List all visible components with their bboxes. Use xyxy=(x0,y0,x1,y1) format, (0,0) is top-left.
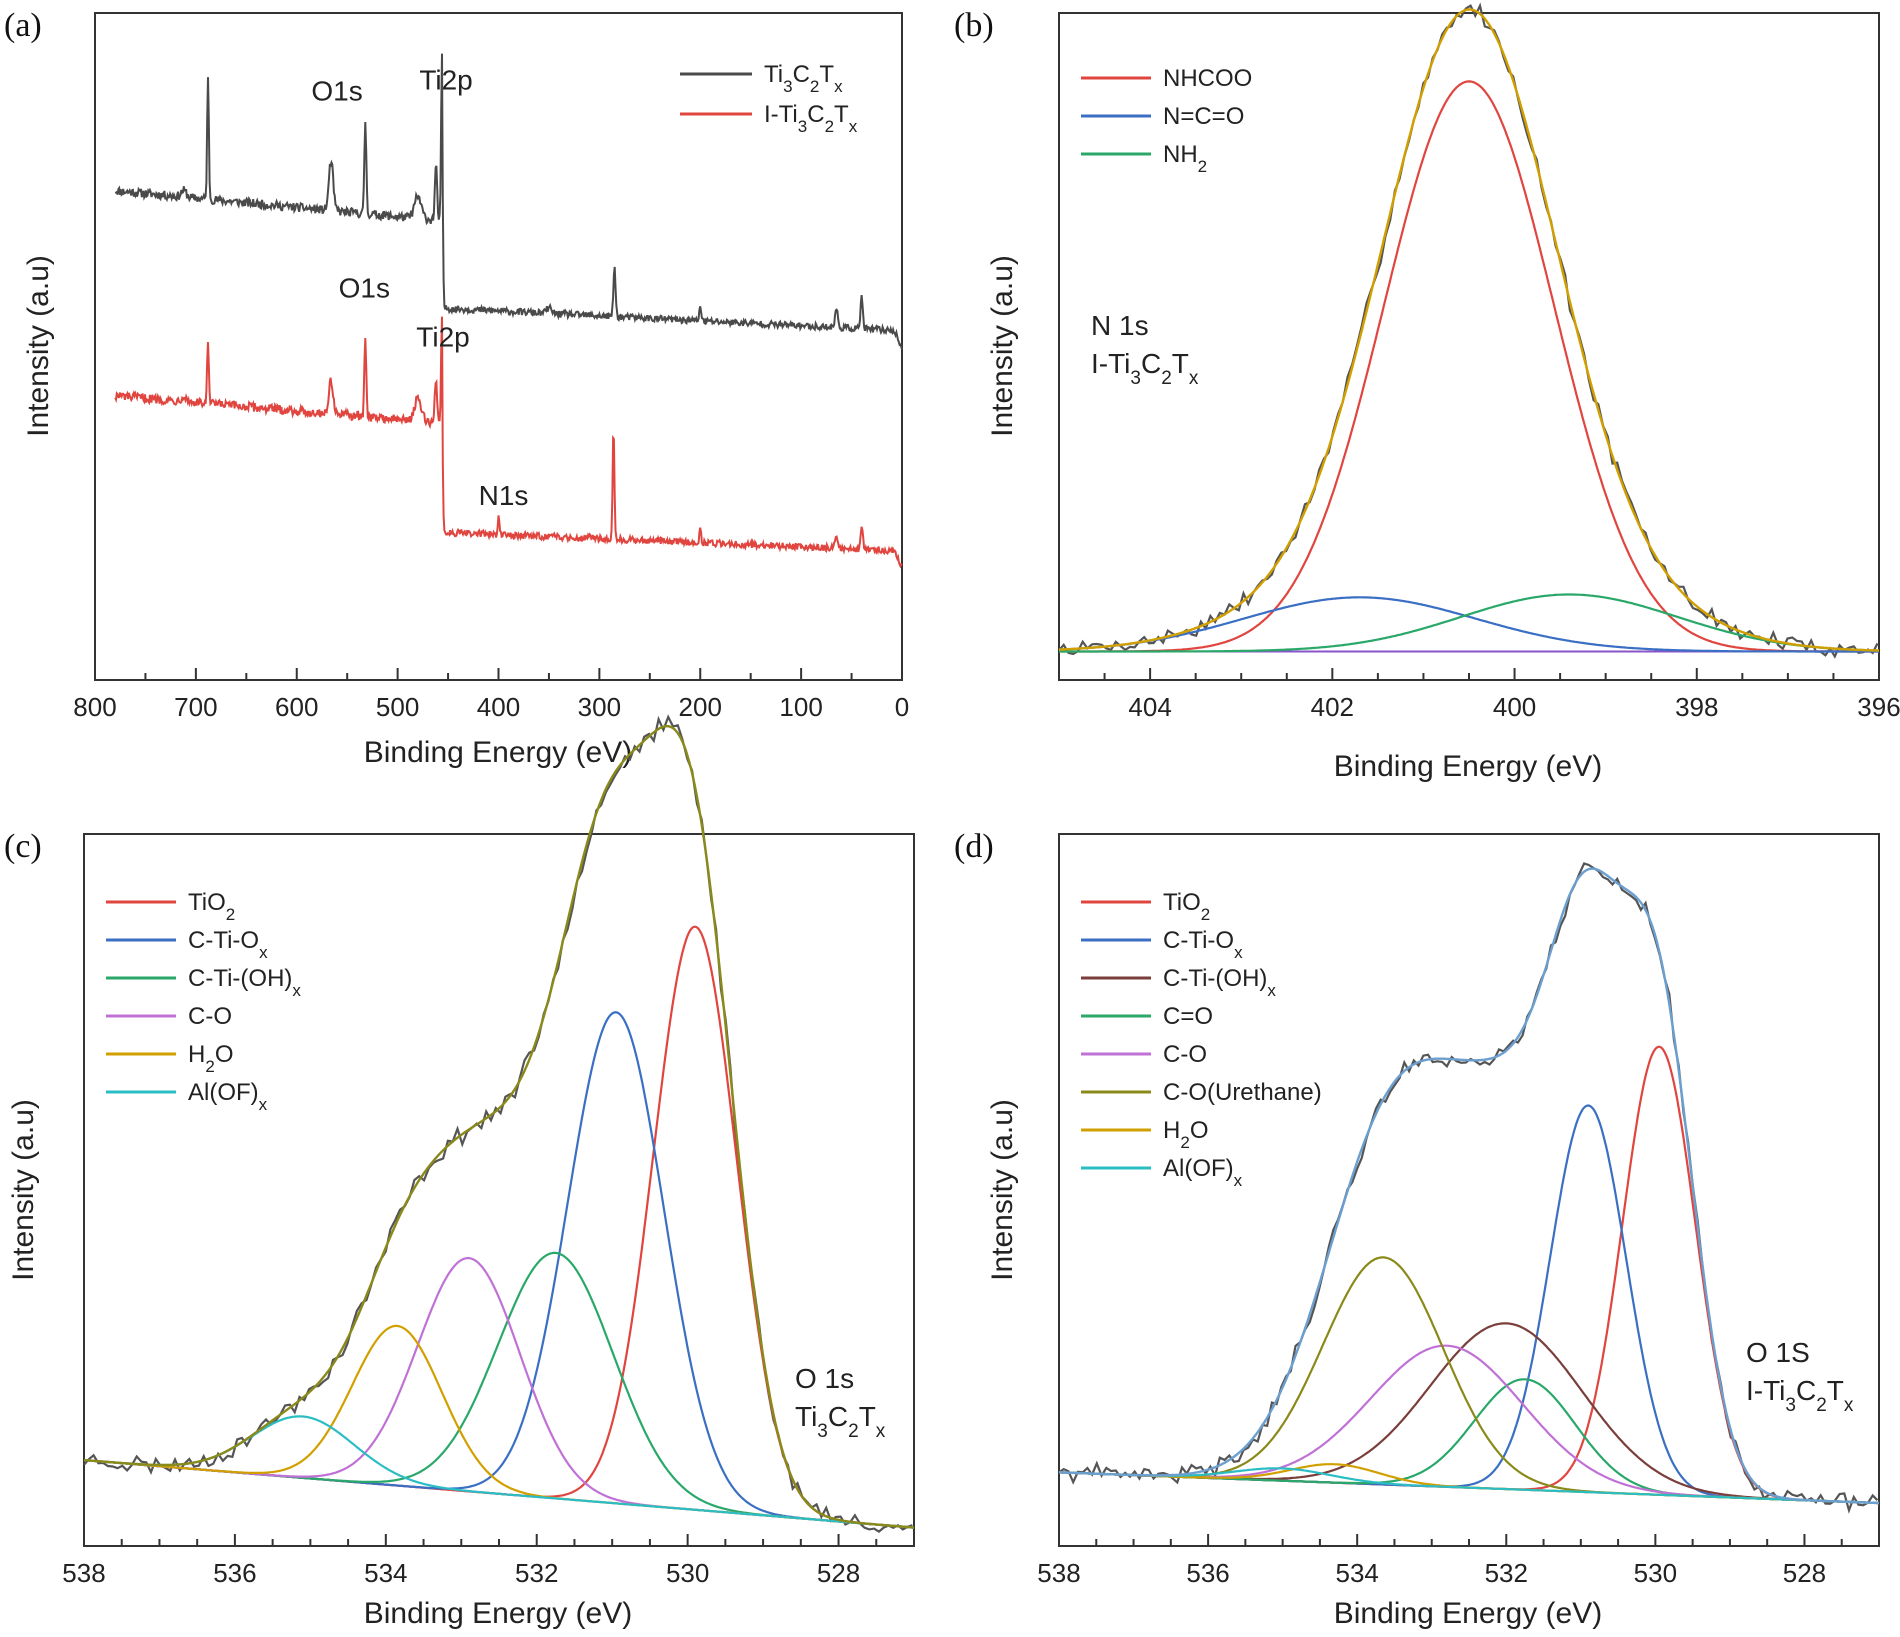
component-line-c-ti-oh-x xyxy=(83,1251,915,1529)
peak-label: Ti2p xyxy=(419,65,472,96)
annotation-label: Ti3C2Tx xyxy=(795,1401,886,1442)
component-line-tio2 xyxy=(1058,1045,1879,1505)
legend-label: C=O xyxy=(1163,1003,1213,1030)
component-line-nhcoo xyxy=(1059,80,1879,653)
component-line-c-o xyxy=(1058,1344,1879,1505)
x-tick-label: 536 xyxy=(1186,1558,1229,1588)
raw-data-line xyxy=(1058,862,1879,1514)
annotation-label: O 1S xyxy=(1746,1337,1810,1368)
panel-b-xlabel: Binding Energy (eV) xyxy=(1334,750,1602,783)
panel-c-letter: (c) xyxy=(4,828,42,865)
x-tick-label: 200 xyxy=(679,692,722,722)
component-line-al-of-x xyxy=(1058,1467,1879,1505)
series-line-ti3c2tx xyxy=(114,53,903,350)
legend-label: TiO2 xyxy=(188,889,235,924)
component-line-h2o xyxy=(83,1324,915,1529)
legend-label: H2O xyxy=(188,1041,233,1076)
panel-a-ylabel: Intensity (a.u) xyxy=(22,255,55,437)
legend-label: H2O xyxy=(1163,1117,1208,1152)
legend-label: C-O xyxy=(1163,1041,1207,1068)
x-tick-label: 528 xyxy=(817,1558,860,1588)
legend-label: C-Ti-(OH)x xyxy=(1163,965,1276,1000)
x-tick-label: 404 xyxy=(1128,692,1171,722)
envelope-line xyxy=(1058,8,1879,652)
x-tick-label: 400 xyxy=(1493,692,1536,722)
panel-a-letter: (a) xyxy=(4,7,42,44)
panel-b-plot: 404 402 400 398 396 NHCOO N=C=O NH2 N 1s I-Ti3C2T… xyxy=(1058,2,1900,722)
legend-label: C-O(Urethane) xyxy=(1163,1079,1322,1106)
panel-d-ylabel: Intensity (a.u) xyxy=(986,1099,1019,1281)
x-tick-label: 398 xyxy=(1675,692,1718,722)
panel-a-legend: Ti3C2Tx I-Ti3C2Tx xyxy=(680,61,858,136)
x-tick-label: 532 xyxy=(1485,1558,1528,1588)
x-tick-label: 530 xyxy=(1634,1558,1677,1588)
legend-label: C-Ti-(OH)x xyxy=(188,965,301,1000)
legend-label: C-Ti-Ox xyxy=(188,927,268,962)
x-tick-label: 530 xyxy=(666,1558,709,1588)
x-tick-label: 800 xyxy=(73,692,116,722)
panel-c: (c) 538 536 534 532 530 528 TiO2C-Ti-OxC-Ti-(O… xyxy=(4,714,915,1630)
panel-a-xlabel: Binding Energy (eV) xyxy=(364,736,632,769)
legend-label: N=C=O xyxy=(1163,103,1244,130)
peak-label: Ti2p xyxy=(416,322,469,353)
annotation-label: N 1s xyxy=(1091,310,1149,341)
x-tick-label: 528 xyxy=(1783,1558,1826,1588)
x-tick-label: 500 xyxy=(376,692,419,722)
envelope-line xyxy=(83,725,915,1529)
panel-a-plot: 800 700 600 500 400 300 200 100 0 Ti3C2Tx I-Ti3C2T… xyxy=(73,53,909,722)
panel-b-ylabel: Intensity (a.u) xyxy=(986,255,1019,437)
legend-label: Al(OF)x xyxy=(188,1079,268,1114)
raw-data-line xyxy=(1058,2,1879,659)
panel-c-ylabel: Intensity (a.u) xyxy=(7,1099,40,1281)
panel-b-letter: (b) xyxy=(954,7,994,44)
x-tick-label: 402 xyxy=(1311,692,1354,722)
x-tick-label: 600 xyxy=(275,692,318,722)
annotation-label: O 1s xyxy=(795,1363,854,1394)
peak-label: O1s xyxy=(339,272,390,303)
x-tick-label: 538 xyxy=(1037,1558,1080,1588)
panel-a: (a) 800 700 600 500 400 300 200 100 0 Ti3C2Tx I-Ti… xyxy=(4,7,909,769)
component-line-n-c-o xyxy=(1058,596,1879,653)
x-tick-label: 396 xyxy=(1857,692,1900,722)
panel-b-legend: NHCOO N=C=O NH2 xyxy=(1081,65,1252,176)
legend-label: C-O xyxy=(188,1003,232,1030)
annotation-label: I-Ti3C2Tx xyxy=(1746,1375,1854,1416)
annotation-label: I-Ti3C2Tx xyxy=(1091,348,1199,389)
legend-label: Al(OF)x xyxy=(1163,1155,1243,1190)
x-tick-label: 534 xyxy=(364,1558,407,1588)
legend-label: NHCOO xyxy=(1163,65,1252,92)
legend-label: C-Ti-Ox xyxy=(1163,927,1243,962)
x-tick-label: 0 xyxy=(895,692,909,722)
peak-label: O1s xyxy=(311,75,362,106)
panel-b: (b) 404 402 400 398 396 NHCOO N=C=O NH2 N 1s I-Ti… xyxy=(954,2,1900,783)
raw-data-line xyxy=(83,714,913,1533)
x-tick-label: 538 xyxy=(62,1558,105,1588)
legend-label: I-Ti3C2Tx xyxy=(764,101,858,136)
legend-label: NH2 xyxy=(1163,141,1207,176)
panel-d-xlabel: Binding Energy (eV) xyxy=(1334,1597,1602,1630)
x-tick-label: 300 xyxy=(578,692,621,722)
panel-d: (d) 538 536 534 532 530 528 TiO2C-Ti-OxC-Ti-(O… xyxy=(954,828,1880,1630)
panel-c-xlabel: Binding Energy (eV) xyxy=(364,1597,632,1630)
x-tick-label: 400 xyxy=(477,692,520,722)
envelope-line xyxy=(1058,867,1879,1505)
panel-d-letter: (d) xyxy=(954,828,994,865)
x-tick-label: 536 xyxy=(213,1558,256,1588)
x-tick-label: 532 xyxy=(515,1558,558,1588)
component-line-nh2 xyxy=(1059,593,1879,653)
legend-label: TiO2 xyxy=(1163,889,1210,924)
series-line-i-ti3c2tx xyxy=(114,316,903,569)
x-tick-label: 700 xyxy=(174,692,217,722)
peak-label: N1s xyxy=(479,480,529,511)
x-tick-label: 100 xyxy=(779,692,822,722)
component-line-c-o xyxy=(83,1257,915,1529)
x-tick-label: 534 xyxy=(1335,1558,1378,1588)
legend-label: Ti3C2Tx xyxy=(764,61,843,96)
